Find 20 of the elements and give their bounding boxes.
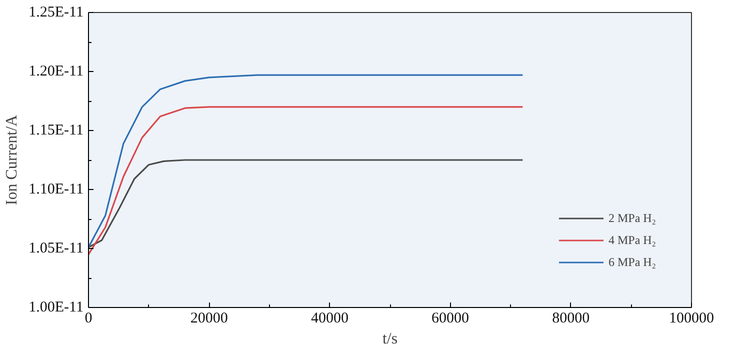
line-series bbox=[88, 74, 524, 248]
x-tick-label: 0 bbox=[84, 310, 92, 326]
x-axis-title: t/s bbox=[382, 330, 398, 348]
y-axis-title: Ion Current/A bbox=[4, 114, 21, 206]
y-tick-label: 1.25E-11 bbox=[28, 4, 84, 20]
y-tick-label: 1.10E-11 bbox=[28, 182, 84, 198]
legend-label: 6 MPa H₂ bbox=[608, 254, 656, 270]
x-tick-label: 20000 bbox=[190, 310, 228, 326]
x-tick-label: 100000 bbox=[669, 310, 714, 326]
y-tick-label: 1.15E-11 bbox=[28, 122, 84, 138]
line-series bbox=[88, 159, 524, 248]
y-tick-label: 1.20E-11 bbox=[28, 64, 84, 80]
x-tick-label: 80000 bbox=[552, 310, 590, 326]
line-series bbox=[88, 106, 524, 256]
y-tick-label: 1.00E-11 bbox=[28, 300, 84, 316]
y-tick-label: 1.05E-11 bbox=[28, 240, 84, 256]
legend-label: 4 MPa H₂ bbox=[608, 232, 656, 248]
x-tick-label: 60000 bbox=[432, 310, 470, 326]
legend-label: 2 MPa H₂ bbox=[608, 210, 656, 226]
x-tick-label: 40000 bbox=[310, 310, 348, 326]
